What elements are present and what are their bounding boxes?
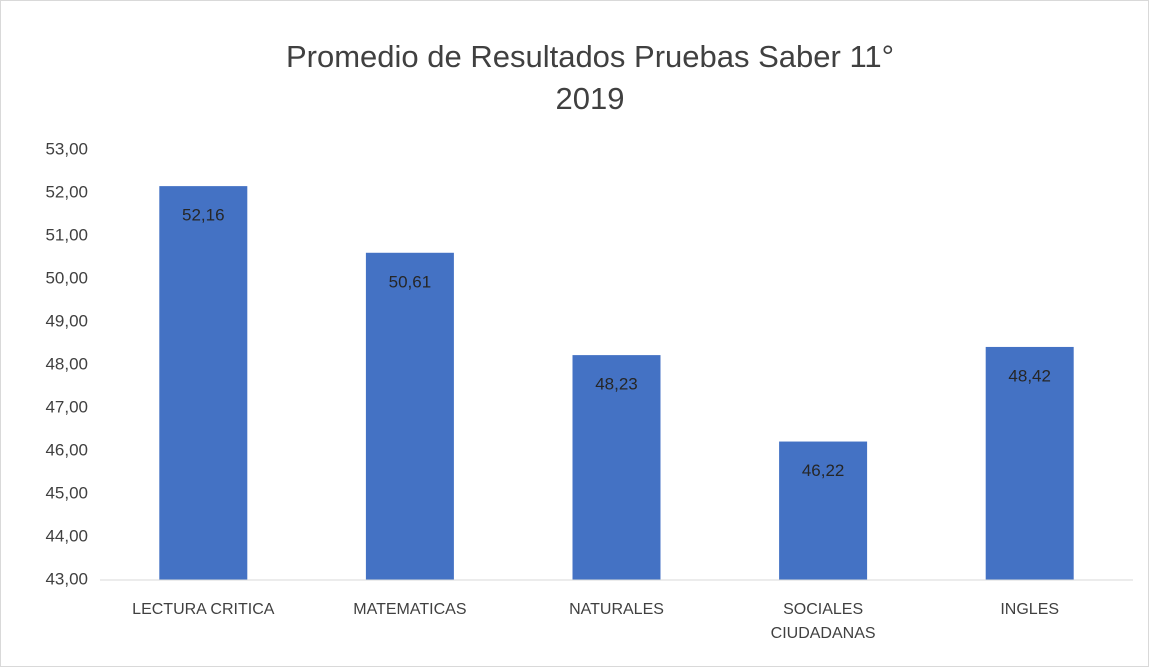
y-tick-label: 44,00 bbox=[45, 526, 88, 545]
data-label: 48,23 bbox=[595, 375, 638, 394]
data-label: 46,22 bbox=[802, 461, 845, 480]
bar bbox=[159, 186, 248, 580]
chart-title: Promedio de Resultados Pruebas Saber 11°… bbox=[285, 39, 895, 116]
data-label: 48,42 bbox=[1008, 366, 1051, 385]
y-tick-label: 48,00 bbox=[45, 354, 88, 373]
x-tick-label: MATEMATICAS bbox=[353, 601, 467, 618]
y-tick-label: 49,00 bbox=[45, 311, 88, 330]
bar bbox=[365, 252, 454, 580]
y-tick-label: 51,00 bbox=[45, 225, 88, 244]
y-tick-label: 50,00 bbox=[45, 268, 88, 287]
data-label: 50,61 bbox=[389, 272, 432, 291]
x-tick-label: SOCIALES CIUDADANAS bbox=[770, 601, 876, 642]
bar bbox=[985, 346, 1074, 580]
x-tick-label: INGLES bbox=[1000, 601, 1060, 618]
bar bbox=[572, 355, 661, 580]
data-label: 52,16 bbox=[182, 206, 225, 225]
x-tick-label: LECTURA CRITICA bbox=[132, 601, 275, 618]
x-tick-label: NATURALES bbox=[569, 601, 664, 618]
bar bbox=[779, 441, 868, 580]
y-tick-label: 52,00 bbox=[45, 182, 88, 201]
y-tick-label: 45,00 bbox=[45, 483, 88, 502]
y-tick-label: 43,00 bbox=[45, 569, 88, 588]
y-tick-label: 53,00 bbox=[45, 139, 88, 158]
y-tick-label: 47,00 bbox=[45, 397, 88, 416]
y-tick-label: 46,00 bbox=[45, 440, 88, 459]
